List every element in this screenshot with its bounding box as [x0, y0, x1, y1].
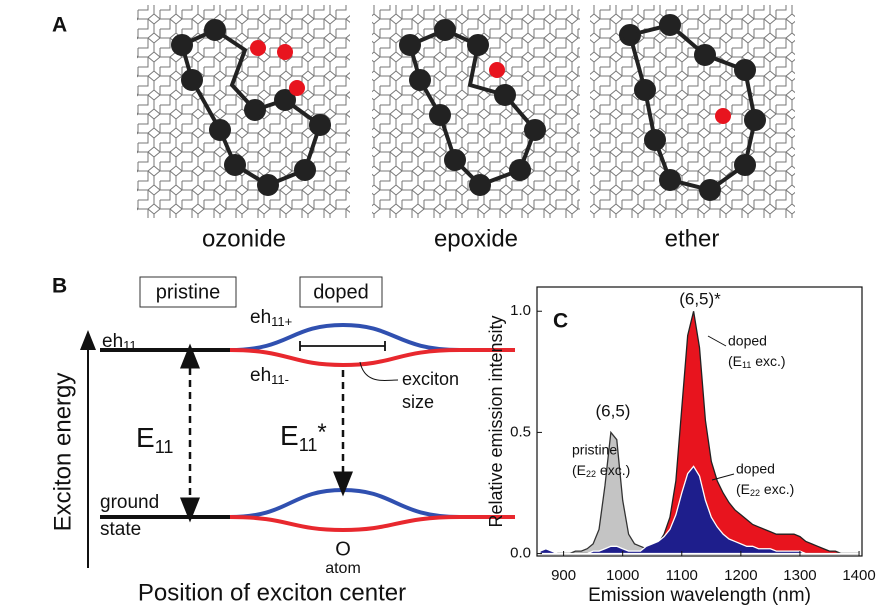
figure: A ozonide epoxide ether B pristine doped…: [0, 0, 884, 605]
y-tick-label: 0.0: [510, 545, 531, 562]
level-label: state: [100, 519, 141, 540]
x-tick-label: 1200: [724, 567, 757, 584]
series-label-part: exc.): [596, 462, 630, 478]
x-tick-label: 1100: [666, 567, 698, 584]
x-tick-label: 1400: [842, 567, 875, 584]
series-label-part: (E: [572, 462, 586, 478]
atom-label: O: [335, 538, 351, 560]
page: A ozonide epoxide ether B pristine doped…: [0, 0, 884, 605]
series-label: (E22 exc.): [572, 462, 630, 480]
level-label: ground: [100, 492, 159, 513]
molecule-images: [137, 5, 795, 218]
pointer: [708, 336, 726, 346]
transition-label: E11*: [280, 419, 327, 454]
caption: ether: [665, 225, 720, 252]
series-label-part: (E: [728, 353, 742, 369]
panel-label: C: [553, 310, 568, 333]
energy-levels: [100, 325, 515, 530]
series-label: doped: [728, 333, 767, 349]
series-label: (E11 exc.): [728, 353, 786, 371]
atom-label: atom: [325, 560, 361, 577]
series-label-part: 11: [742, 360, 751, 370]
y-axis-label: Relative emission intensity: [486, 315, 506, 527]
size-bar: [300, 341, 385, 351]
x-tick-label: 1000: [606, 567, 639, 584]
peak-label: (6,5)*: [679, 289, 721, 308]
series-label-part: 22: [750, 488, 760, 498]
caption: ozonide: [202, 225, 286, 252]
x-axis-label: Position of exciton center: [138, 579, 406, 605]
series-label: doped: [736, 461, 775, 477]
spectrum-area: [540, 466, 859, 553]
series-label-part: 22: [586, 469, 596, 479]
y-axis-label: Exciton energy: [49, 373, 76, 532]
y-tick-label: 0.5: [510, 423, 531, 440]
series-label: (E22 exc.): [736, 481, 794, 499]
y-tick-label: 1.0: [510, 302, 531, 319]
x-tick-label: 900: [551, 567, 576, 584]
series-label-part: exc.): [751, 353, 785, 369]
level-label: eh11+: [250, 307, 292, 329]
annotation: size: [402, 392, 434, 412]
caption: epoxide: [434, 225, 518, 252]
series-label-part: exc.): [760, 481, 794, 497]
level-label: eh11: [102, 331, 137, 353]
box-label: doped: [313, 281, 369, 303]
x-axis-label: Emission wavelength (nm): [588, 585, 811, 605]
nanotube-lattice: [137, 5, 350, 218]
transition-label: E11: [136, 422, 173, 456]
series-label: pristine: [572, 442, 617, 458]
level-label: eh11-: [250, 365, 289, 387]
panel-label: B: [52, 275, 67, 298]
annotation: exciton: [402, 369, 459, 389]
x-tick-label: 1300: [783, 567, 816, 584]
series-label-part: (E: [736, 481, 750, 497]
box-label: pristine: [156, 281, 220, 303]
peak-label: (6,5): [596, 401, 631, 420]
panel-label: A: [52, 14, 67, 37]
